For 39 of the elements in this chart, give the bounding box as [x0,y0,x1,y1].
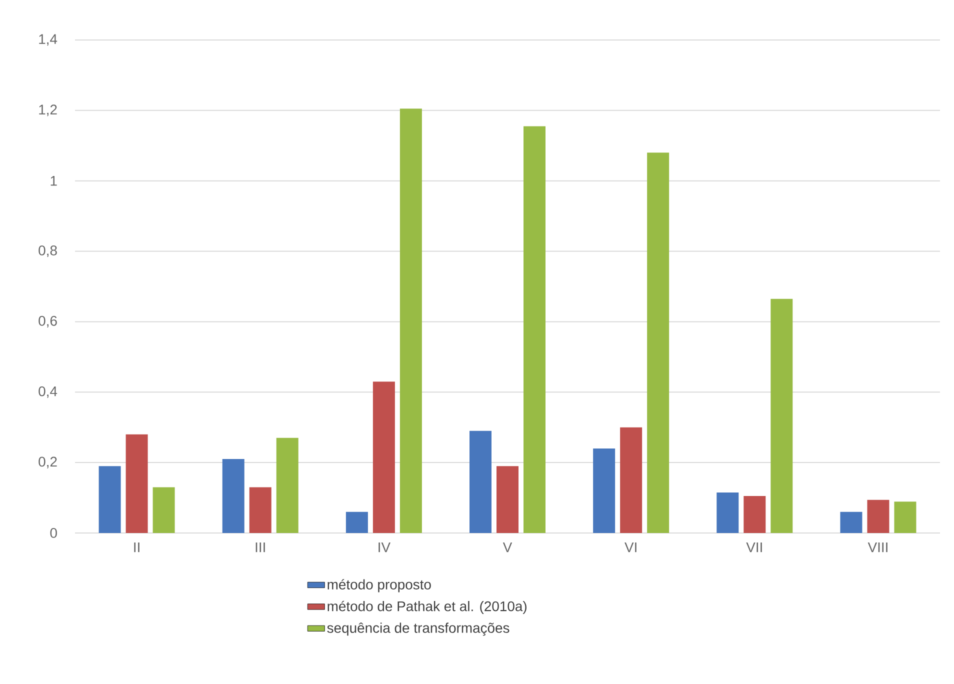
bar [346,512,368,533]
bar [770,298,793,533]
y-tick-label: 0,6 [38,316,57,328]
y-tick-label: 0,4 [38,386,58,398]
bar [496,466,519,533]
bar [470,430,492,533]
x-tick-label: V [502,542,512,552]
y-tick-label: 0,2 [38,456,57,468]
bar [840,512,862,533]
x-tick-label: VII [746,542,762,552]
bar [894,502,916,533]
bar [152,487,175,533]
y-tick-label: 1,4 [39,34,58,46]
bar [98,466,121,533]
x-tick-label: VIII [868,542,888,552]
x-tick-label: III [256,542,265,552]
bar [593,448,616,533]
legend-label: sequência de transformações [327,622,510,636]
bar [716,492,739,533]
y-tick-label: 0 [50,528,57,538]
bar [524,126,546,533]
bar [222,459,244,533]
bar [647,152,670,533]
legend-label: método proposto [328,579,431,592]
y-tick-label: 1,2 [39,104,57,116]
x-tick-label: IV [378,542,390,552]
bar [126,434,148,533]
bar [867,500,890,533]
legend-label: método de Pathak et al. (2010a) [328,600,526,614]
bar [372,382,395,533]
y-tick-label: 0,8 [38,246,57,258]
bar [620,427,642,533]
y-tick-label: 1 [50,176,57,186]
bar [249,487,272,533]
bar [276,438,298,533]
bar [400,108,422,533]
x-tick-label: II [134,542,140,552]
bar [744,496,766,533]
x-tick-label: VI [624,542,636,552]
